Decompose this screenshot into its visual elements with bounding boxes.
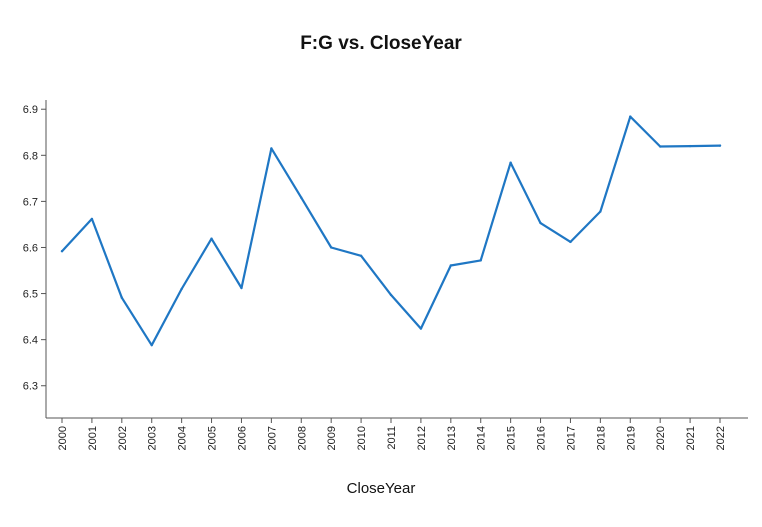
y-tick-label: 6.8	[23, 150, 38, 162]
data-point	[210, 237, 213, 240]
y-tick-label: 6.6	[23, 242, 38, 254]
data-point	[539, 221, 542, 225]
x-tick-label: 2015	[506, 426, 518, 450]
x-tick-label: 2021	[685, 426, 697, 450]
x-tick-label: 2010	[356, 426, 368, 450]
data-point	[150, 343, 153, 347]
x-tick-label: 2014	[476, 426, 488, 450]
x-tick-label: 2004	[177, 426, 189, 450]
x-tick-label: 2009	[326, 426, 338, 450]
data-point	[240, 286, 243, 290]
y-tick-label: 6.3	[23, 381, 38, 393]
data-point	[718, 144, 722, 147]
x-axis-title: CloseYear	[346, 480, 416, 497]
data-point	[479, 259, 482, 262]
x-tick-label: 2018	[595, 426, 607, 450]
data-point	[629, 115, 632, 118]
data-point	[569, 240, 572, 244]
x-tick-label: 2007	[266, 426, 278, 450]
data-point	[688, 144, 692, 148]
data-point	[90, 217, 94, 221]
x-tick-label: 2019	[625, 426, 637, 450]
y-tick-label: 6.5	[23, 289, 38, 301]
series-line	[60, 115, 722, 347]
x-tick-label: 2005	[207, 426, 219, 450]
y-tick-label: 6.7	[23, 196, 38, 208]
x-tick-label: 2006	[236, 426, 248, 450]
data-point	[120, 296, 124, 299]
data-point	[509, 161, 512, 164]
chart-title: F:G vs. CloseYear	[300, 33, 462, 54]
x-tick-label: 2013	[446, 426, 458, 450]
data-point	[359, 254, 363, 257]
x-tick-label: 2001	[87, 426, 99, 450]
x-tick-label: 2011	[386, 426, 398, 450]
x-tick-label: 2000	[57, 426, 69, 450]
x-tick-label: 2022	[715, 426, 727, 450]
x-tick-label: 2012	[416, 426, 428, 450]
x-tick-label: 2017	[565, 426, 577, 450]
data-point	[60, 249, 64, 253]
y-tick-label: 6.9	[23, 104, 38, 116]
data-point	[270, 147, 273, 150]
data-point	[449, 264, 453, 267]
x-tick-label: 2020	[655, 426, 667, 450]
data-point	[300, 196, 303, 199]
y-tick-label: 6.4	[23, 335, 38, 347]
data-point	[658, 145, 662, 148]
data-point	[329, 246, 333, 249]
x-tick-label: 2003	[147, 426, 159, 450]
x-tick-label: 2016	[536, 426, 548, 450]
x-tick-label: 2002	[117, 426, 129, 450]
data-point	[599, 210, 602, 213]
data-point	[180, 287, 183, 291]
data-point	[389, 293, 393, 297]
x-tick-label: 2008	[296, 426, 308, 450]
data-point	[419, 327, 423, 330]
